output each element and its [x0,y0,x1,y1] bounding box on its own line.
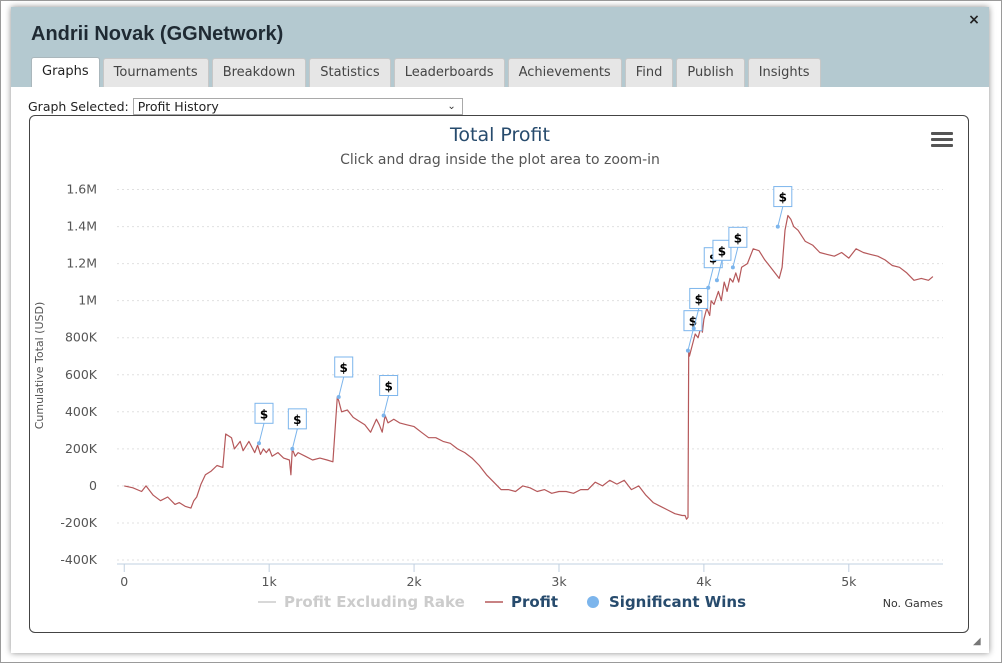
close-icon[interactable]: × [968,12,980,28]
chart-panel [29,115,969,633]
graph-select-dropdown[interactable]: Profit History ⌄ [132,97,463,115]
chart-menu-icon[interactable] [931,132,953,150]
tab-achievements[interactable]: Achievements [507,58,622,87]
titlebar: Andrii Novak (GGNetwork) × Graphs Tourna… [11,7,989,87]
graph-select-value: Profit History [137,98,219,114]
graph-select-label: Graph Selected: [28,98,129,114]
chevron-down-icon: ⌄ [447,100,456,112]
tab-leaderboards[interactable]: Leaderboards [393,58,505,87]
tab-insights[interactable]: Insights [747,58,821,87]
tab-find[interactable]: Find [624,58,674,87]
tab-graphs[interactable]: Graphs [31,57,100,87]
tab-breakdown[interactable]: Breakdown [211,58,307,87]
window-title: Andrii Novak (GGNetwork) [31,23,284,45]
tab-statistics[interactable]: Statistics [309,58,391,87]
tab-publish[interactable]: Publish [676,58,745,87]
graph-select-row: Graph Selected: Profit History ⌄ [28,97,463,115]
tab-tournaments[interactable]: Tournaments [102,58,209,87]
tab-bar: Graphs Tournaments Breakdown Statistics … [31,57,821,87]
resize-grip-icon[interactable]: ◢ [973,636,981,647]
dialog: Andrii Novak (GGNetwork) × Graphs Tourna… [11,7,989,653]
